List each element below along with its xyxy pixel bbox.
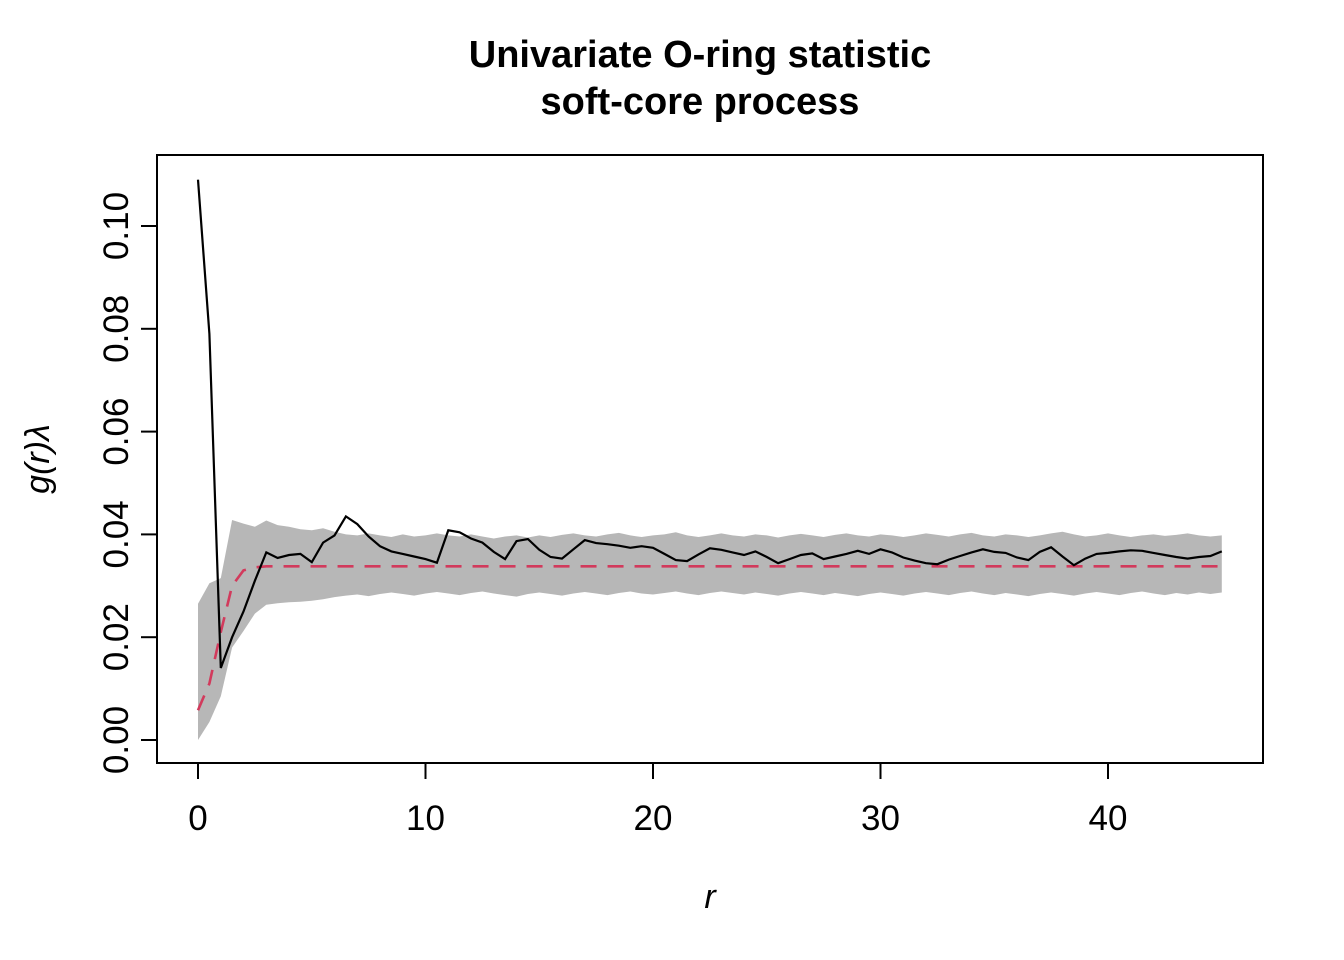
- y-tick-label: 0.02: [97, 603, 136, 671]
- x-tick-label: 10: [406, 799, 445, 838]
- y-tick-label: 0.00: [97, 706, 136, 774]
- y-axis-label: g(r)λ: [19, 424, 57, 494]
- x-tick-label: 0: [188, 799, 207, 838]
- x-tick-label: 40: [1089, 799, 1128, 838]
- chart-title-line2: soft-core process: [541, 81, 860, 123]
- y-tick-label: 0.08: [97, 295, 136, 363]
- envelope-band: [198, 520, 1222, 740]
- chart-title-line1: Univariate O-ring statistic: [469, 34, 931, 76]
- axes-and-ticks: 0 10 20 30 40 0.00 0.02 0.04 0.06 0.08 0.10: [97, 154, 1264, 838]
- y-tick-label: 0.10: [97, 192, 136, 260]
- x-axis-label: r: [704, 878, 717, 916]
- x-tick-label: 20: [634, 799, 673, 838]
- y-tick-label: 0.04: [97, 500, 136, 568]
- y-tick-label: 0.06: [97, 398, 136, 466]
- x-tick-label: 30: [861, 799, 900, 838]
- data-lines: [196, 179, 1223, 711]
